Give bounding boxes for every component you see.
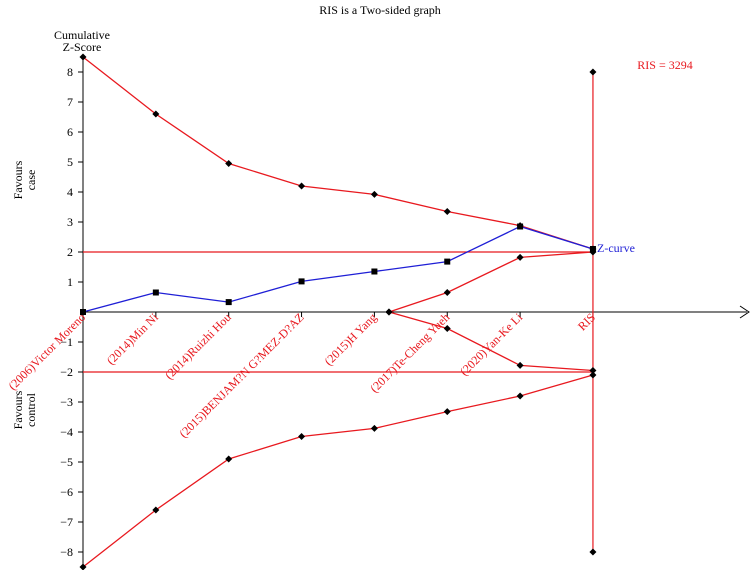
y-tick-label: 2 xyxy=(67,245,73,259)
lower-boundary-point xyxy=(370,424,378,432)
futility-lower-point xyxy=(385,308,393,316)
favours-control-line2: control xyxy=(24,392,38,427)
futility-lower-point xyxy=(443,325,451,332)
lower-boundary-point xyxy=(152,506,160,514)
series-markers xyxy=(79,53,597,571)
chart-title: RIS is a Two-sided graph xyxy=(319,3,441,17)
lower-boundary-point xyxy=(79,563,87,571)
lower-boundary-point xyxy=(589,371,597,379)
upper-boundary-point xyxy=(152,110,160,118)
category-label: (2014)Min Ni xyxy=(104,310,162,368)
z-curve-point xyxy=(517,223,524,230)
category-label: (2015)BENJAM?N G?MEZ-D?AZ xyxy=(176,310,306,440)
y-axis-label-line1: Cumulative xyxy=(54,28,110,42)
upper-boundary-point xyxy=(370,190,378,198)
futility-lower-line xyxy=(388,311,593,372)
y-tick-label: 8 xyxy=(67,65,73,79)
favours-control-label: Favours control xyxy=(11,390,38,429)
y-tick-label: −7 xyxy=(60,515,73,529)
x-axis-arrow xyxy=(739,305,750,319)
y-tick-label: 4 xyxy=(67,185,73,199)
upper-boundary-point xyxy=(225,160,233,167)
upper-boundary-point xyxy=(298,182,306,190)
futility-upper-point xyxy=(443,289,451,296)
favours-control-line1: Favours xyxy=(11,390,25,429)
z-curve-legend-label: Z-curve xyxy=(597,241,635,255)
y-tick-label: 5 xyxy=(67,155,73,169)
y-tick-label: 7 xyxy=(67,95,73,109)
z-curve-point xyxy=(371,268,378,275)
z-curve-point xyxy=(80,309,86,315)
ris-label: RIS = 3294 xyxy=(637,58,692,72)
category-label: (2020)Yan-Ke Li xyxy=(457,310,526,379)
y-tick-label: 3 xyxy=(67,215,73,229)
favours-case-line1: Favours xyxy=(11,160,25,199)
ris-endpoint-point xyxy=(589,68,597,76)
y-tick-label: −6 xyxy=(60,485,73,499)
y-tick-label: −1 xyxy=(60,335,73,349)
z-curve-point xyxy=(589,246,596,252)
y-ticks: 8 7 6 5 4 3 2 1 −1 −2 −3 −4 −5 −6 −7 −8 xyxy=(60,65,594,559)
upper-boundary-point xyxy=(79,53,87,61)
y-tick-label: 1 xyxy=(67,275,73,289)
ris-endpoint-point xyxy=(589,548,597,556)
z-curve-point xyxy=(225,299,232,306)
category-labels: (2006)Victor Moreno (2014)Min Ni (2014)Rui… xyxy=(5,310,598,441)
lower-boundary-point xyxy=(225,455,233,463)
category-label: (2015)H Yang xyxy=(322,310,380,368)
series-lines xyxy=(82,56,594,568)
category-label: (2006)Victor Moreno xyxy=(5,310,88,393)
z-curve-point xyxy=(298,278,305,285)
favours-case-line2: case xyxy=(24,170,38,191)
y-axis-label-line2: Z-Score xyxy=(63,40,102,54)
z-curve-point xyxy=(444,258,451,265)
y-tick-label: −5 xyxy=(60,455,73,469)
favours-case-label: Favours case xyxy=(11,160,38,199)
category-label: (2017)Te-Cheng Yueh xyxy=(367,310,452,395)
futility-lower-point xyxy=(589,367,597,374)
category-label: (2014)Ruizhi Hou xyxy=(162,310,234,382)
futility-upper-point xyxy=(516,253,524,261)
lower-boundary-point xyxy=(516,392,524,400)
category-label: RIS xyxy=(575,310,598,333)
z-curve-point xyxy=(152,289,159,296)
y-tick-label: 6 xyxy=(67,125,73,139)
y-tick-label: −2 xyxy=(60,365,73,379)
upper-boundary-line xyxy=(82,56,594,250)
y-tick-label: −8 xyxy=(60,545,73,559)
upper-boundary-point xyxy=(443,208,451,215)
lower-boundary-point xyxy=(443,408,451,416)
lower-boundary-line xyxy=(82,374,594,568)
futility-lower-point xyxy=(516,361,524,369)
futility-upper-line xyxy=(388,251,593,313)
y-tick-label: −3 xyxy=(60,395,73,409)
lower-boundary-point xyxy=(298,433,306,440)
y-tick-label: −4 xyxy=(60,425,73,439)
z-curve-line xyxy=(82,225,594,313)
